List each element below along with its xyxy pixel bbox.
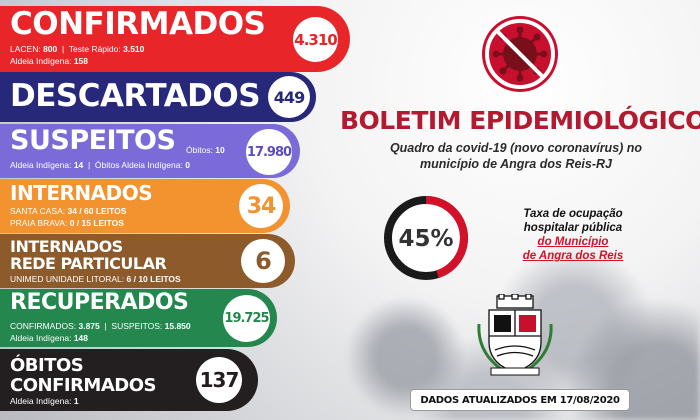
descartados-title: DESCARTADOS	[10, 78, 261, 114]
confirmados-detail-2: Aldeia Indígena: 158	[10, 56, 88, 66]
no-coronavirus-icon	[482, 16, 558, 92]
suspeitos-title: SUSPEITOS	[10, 125, 176, 156]
occupancy-percent: 45%	[398, 226, 453, 252]
occupancy-description: Taxa de ocupação hospitalar pública do M…	[522, 208, 624, 262]
obitos-value: 137	[196, 357, 242, 403]
rede-particular-value: 6	[241, 239, 285, 283]
confirmados-title: CONFIRMADOS	[10, 6, 266, 42]
internados-band: INTERNADOS SANTA CASA: 34 / 60 LEITOS PR…	[0, 179, 290, 233]
obitos-band: ÓBITOS CONFIRMADOS Aldeia Indígena: 1 13…	[0, 349, 258, 411]
recuperados-detail-2: Aldeia Indígena: 148	[10, 333, 88, 343]
updated-date-badge: DADOS ATUALIZADOS EM 17/08/2020	[410, 389, 630, 411]
city-crest-icon	[477, 294, 553, 376]
subheadline: Quadro da covid-19 (novo coronavírus) no…	[389, 141, 643, 171]
internados-value: 34	[239, 184, 283, 228]
rede-particular-title: INTERNADOS REDE PARTICULAR	[10, 237, 167, 273]
confirmados-detail-1: LACEN: 800 | Teste Rápido: 3.510	[10, 44, 145, 54]
internados-detail-1: SANTA CASA: 34 / 60 LEITOS	[10, 206, 127, 216]
recuperados-value: 19.725	[223, 295, 270, 342]
descartados-band: DESCARTADOS 449	[0, 72, 316, 122]
recuperados-detail-1: CONFIRMADOS: 3.875 | SUSPEITOS: 15.850	[10, 321, 191, 331]
obitos-title: ÓBITOS CONFIRMADOS	[10, 355, 156, 396]
recuperados-band: RECUPERADOS CONFIRMADOS: 3.875 | SUSPEIT…	[0, 289, 277, 347]
suspeitos-value: 17.980	[246, 129, 292, 175]
suspeitos-obitos: Óbitos: 10	[186, 145, 225, 155]
internados-detail-2: PRAIA BRAVA: 0 / 15 LEITOS	[10, 218, 124, 228]
headline: BOLETIM EPIDEMIOLÓGICO	[340, 106, 700, 135]
occupancy-gauge: 45%	[384, 196, 468, 280]
rede-particular-detail: UNIMED UNIDADE LITORAL: 6 / 10 LEITOS	[10, 274, 181, 284]
recuperados-title: RECUPERADOS	[10, 290, 189, 315]
rede-particular-band: INTERNADOS REDE PARTICULAR UNIMED UNIDAD…	[0, 234, 295, 288]
occupancy-arc	[384, 196, 468, 280]
internados-title: INTERNADOS	[10, 181, 153, 205]
confirmados-band: CONFIRMADOS LACEN: 800 | Teste Rápido: 3…	[0, 6, 350, 72]
obitos-detail: Aldeia Indígena: 1	[10, 396, 79, 406]
confirmados-value: 4.310	[293, 17, 338, 62]
descartados-value: 449	[268, 76, 310, 118]
suspeitos-band: SUSPEITOS Óbitos: 10 Aldeia Indígena: 14…	[0, 124, 300, 178]
suspeitos-detail: Aldeia Indígena: 14 | Óbitos Aldeia Indí…	[10, 160, 190, 170]
